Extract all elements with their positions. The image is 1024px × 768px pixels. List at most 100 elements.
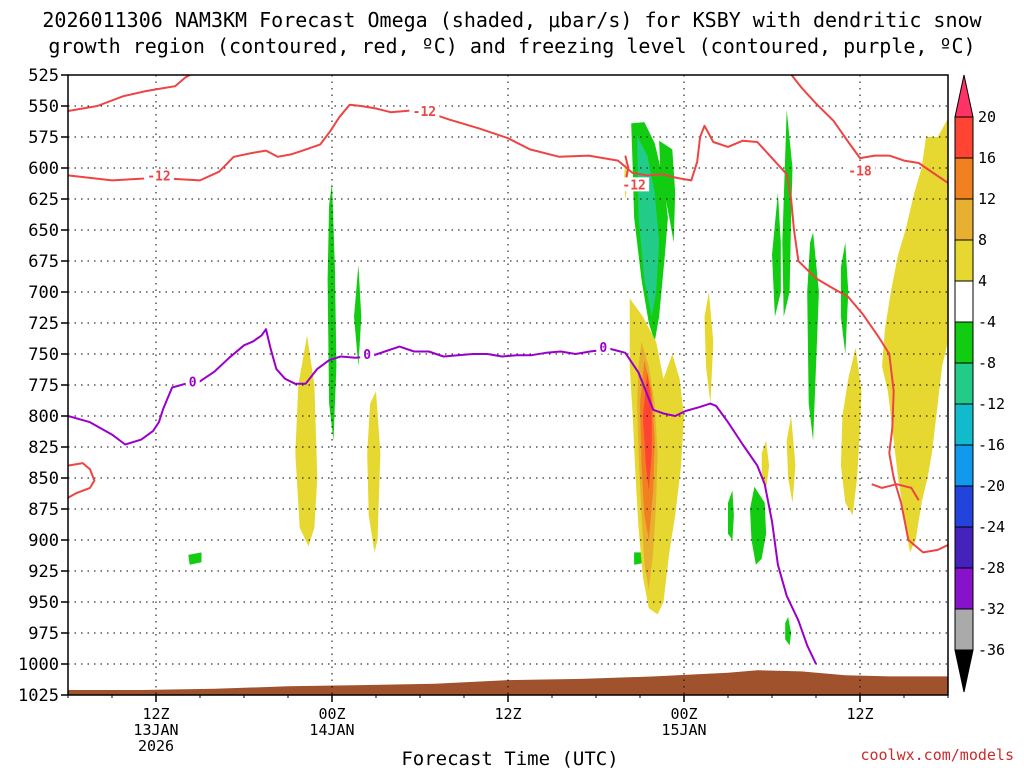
colorbar-label-11: -28 — [978, 559, 1005, 577]
colorbar-label-3: 8 — [978, 231, 987, 249]
colorbar-box-2 — [954, 198, 974, 241]
freezing-label-2: 0 — [599, 341, 607, 356]
x-tick-label-3-1: 15JAN — [661, 721, 706, 739]
colorbar-box-11 — [954, 567, 974, 610]
dendritic-label-bg-1 — [409, 104, 440, 119]
colorbar-label-5: -4 — [978, 313, 996, 331]
omega-region-21 — [761, 440, 770, 491]
colorbar-box-12 — [954, 608, 974, 651]
colorbar-label-4: 4 — [978, 272, 987, 290]
dendritic-contour-6 — [871, 483, 920, 501]
dendritic-contour-3 — [790, 75, 948, 184]
colorbar-label-7: -12 — [978, 395, 1005, 413]
omega-region-14 — [750, 486, 767, 565]
colorbar-label-8: -16 — [978, 436, 1005, 454]
freezing-label-0: 0 — [189, 376, 197, 391]
y-tick-label-2: 575 — [28, 128, 59, 148]
plot-clip-group: -12 -12 -12 -18 0 0 0 — [68, 75, 948, 695]
colorbar-box-3 — [954, 239, 974, 282]
y-tick-label-10: 775 — [28, 376, 59, 396]
y-tick-label-13: 850 — [28, 469, 59, 489]
freezing-label-bg-2 — [596, 339, 611, 354]
omega-region-20 — [704, 292, 714, 404]
omega-region-13 — [728, 490, 734, 540]
y-tick-label-6: 675 — [28, 252, 59, 272]
colorbar-bottom-arrow — [954, 649, 974, 693]
omega-region-9 — [782, 109, 793, 317]
omega-region-1 — [367, 391, 381, 553]
y-tick-label-14: 875 — [28, 500, 59, 520]
dendritic-contour-0 — [68, 103, 948, 554]
y-tick-label-5: 650 — [28, 221, 59, 241]
omega-region-24 — [882, 118, 948, 553]
y-tick-label-15: 900 — [28, 531, 59, 551]
dendritic-label-0: -12 — [147, 170, 170, 185]
colorbar-box-7 — [954, 403, 974, 446]
colorbar: 20 16 12 8 4 -4 -8 -12 -16 -20 -24 -28 -32 -36 — [954, 74, 1005, 693]
y-tick-label-11: 800 — [28, 407, 59, 427]
colorbar-box-5 — [954, 321, 974, 364]
freezing-label-bg-1 — [360, 347, 375, 362]
colorbar-label-0: 20 — [978, 108, 996, 126]
omega-region-22 — [786, 416, 796, 503]
colorbar-box-9 — [954, 485, 974, 528]
colorbar-label-10: -24 — [978, 518, 1005, 536]
dendritic-contour-4 — [68, 75, 192, 112]
omega-region-2 — [327, 182, 337, 441]
colorbar-box-6 — [954, 362, 974, 405]
colorbar-top-arrow — [954, 74, 974, 118]
dendritic-label-3: -18 — [848, 165, 872, 180]
y-tick-label-9: 750 — [28, 345, 59, 365]
chart-title-line1: 2026011306 NAM3KM Forecast Omega (shaded… — [42, 8, 982, 32]
chart-title-line2: growth region (contoured, red, ºC) and f… — [48, 34, 975, 58]
y-tick-label-8: 725 — [28, 314, 59, 334]
omega-region-11 — [807, 232, 819, 441]
x-tick-label-0-1: 13JAN — [133, 721, 178, 739]
omega-region-10 — [772, 192, 781, 317]
dendritic-label-1: -12 — [413, 105, 436, 120]
dendritic-contour-5 — [68, 462, 96, 499]
x-tick-label-2-0: 12Z — [494, 705, 521, 723]
credit-text: coolwx.com/models — [860, 746, 1014, 764]
freezing-contour — [68, 328, 817, 665]
colorbar-box-10 — [954, 526, 974, 569]
y-tick-label-3: 600 — [28, 159, 59, 179]
omega-region-23 — [840, 347, 862, 516]
omega-region-3 — [354, 264, 362, 367]
omega-region-4 — [188, 552, 202, 565]
colorbar-label-2: 12 — [978, 190, 996, 208]
freezing-label-bg-0 — [185, 374, 200, 389]
y-tick-label-16: 925 — [28, 562, 59, 582]
plot-area: -12 -12 -12 -18 0 0 0 — [68, 75, 948, 695]
dendritic-label-bg-3 — [845, 163, 875, 178]
y-tick-label-19: 1000 — [18, 655, 59, 675]
x-tick-label-4-0: 12Z — [846, 705, 873, 723]
colorbar-box-0 — [954, 116, 974, 159]
y-tick-label-20: 1025 — [18, 686, 59, 706]
y-tick-label-4: 625 — [28, 190, 59, 210]
colorbar-box-4 — [954, 280, 974, 323]
dendritic-label-bg-0 — [143, 168, 174, 183]
colorbar-label-12: -32 — [978, 600, 1005, 618]
axes: 525 550 575 600 625 650 675 700 725 750 775 800 825 8… — [18, 66, 949, 755]
dendritic-label-bg-2 — [619, 177, 650, 192]
omega-region-8 — [659, 140, 676, 243]
omega-region-15 — [785, 616, 792, 646]
colorbar-label-13: -36 — [978, 641, 1005, 659]
x-tick-label-0-0: 12Z — [142, 705, 169, 723]
y-tick-label-1: 550 — [28, 97, 59, 117]
x-tick-label-1-1: 14JAN — [309, 721, 354, 739]
y-tick-label-12: 825 — [28, 438, 59, 458]
colorbar-label-1: 16 — [978, 149, 996, 167]
colorbar-box-8 — [954, 444, 974, 487]
ground-surface — [68, 670, 948, 695]
freezing-label-1: 0 — [363, 348, 371, 363]
x-tick-label-0-2: 2026 — [138, 737, 174, 755]
omega-region-0 — [295, 335, 318, 547]
dendritic-label-2: -12 — [622, 178, 645, 193]
x-tick-label-3-0: 00Z — [670, 705, 697, 723]
y-tick-label-7: 700 — [28, 283, 59, 303]
y-tick-label-18: 975 — [28, 624, 59, 644]
x-tick-label-1-0: 00Z — [318, 705, 345, 723]
